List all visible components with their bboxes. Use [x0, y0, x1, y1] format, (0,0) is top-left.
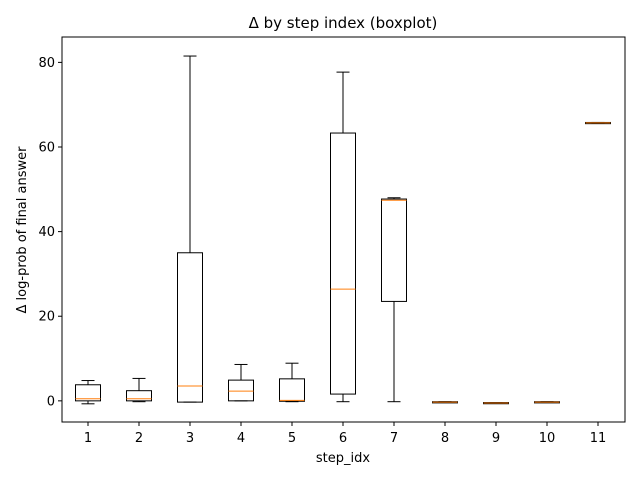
box-3: [177, 252, 203, 403]
x-tick-label: 6: [339, 431, 347, 446]
box-6: [330, 132, 356, 395]
box-7: [381, 198, 407, 302]
box-2: [126, 390, 152, 402]
plot-frame: [61, 36, 626, 423]
y-tick-label: 60: [38, 141, 55, 156]
x-tick-label: 8: [441, 431, 449, 446]
x-tick-label: 9: [492, 431, 500, 446]
x-tick-label: 7: [390, 431, 398, 446]
x-tick-label: 11: [590, 431, 607, 446]
box-1: [75, 384, 101, 402]
y-tick-label: 40: [38, 225, 55, 240]
y-axis-label: Δ log-prob of final answer: [15, 146, 30, 314]
plot-area: 0 20 40 60 80 1 2 3 4 5 6 7 8 9 10 11: [38, 55, 611, 446]
box-5: [279, 378, 305, 402]
chart-title: Δ by step index (boxplot): [249, 14, 438, 32]
x-tick-label: 2: [135, 431, 143, 446]
x-axis-label: step_idx: [316, 451, 370, 466]
y-tick-label: 80: [38, 56, 55, 71]
x-tick-label: 10: [539, 431, 556, 446]
x-tick-label: 1: [84, 431, 92, 446]
x-tick-label: 5: [288, 431, 296, 446]
y-tick-label: 0: [47, 394, 55, 409]
y-tick-label: 20: [38, 310, 55, 325]
x-tick-label: 4: [237, 431, 245, 446]
box-4: [228, 379, 254, 402]
x-tick-label: 3: [186, 431, 194, 446]
